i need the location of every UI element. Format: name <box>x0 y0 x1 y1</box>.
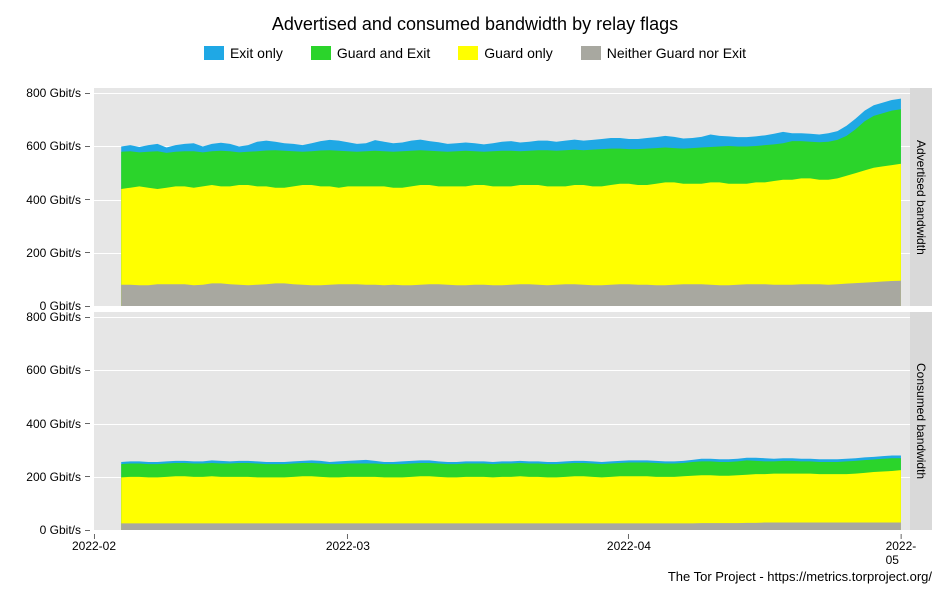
tick-mark <box>85 146 90 147</box>
legend-item: Guard and Exit <box>311 45 430 61</box>
legend: Exit only Guard and Exit Guard only Neither… <box>0 45 950 75</box>
legend-label: Guard and Exit <box>337 45 430 61</box>
y-tick-label: 600 Gbit/s <box>26 363 81 377</box>
y-tick-label: 400 Gbit/s <box>26 417 81 431</box>
facet-strip: Consumed bandwidth <box>910 312 932 530</box>
tick-mark <box>85 476 90 477</box>
tick-mark <box>85 370 90 371</box>
facet-strip: Advertised bandwidth <box>910 88 932 306</box>
y-axis: 0 Gbit/s200 Gbit/s400 Gbit/s600 Gbit/s80… <box>10 312 90 530</box>
legend-swatch <box>458 46 478 60</box>
y-tick-label: 400 Gbit/s <box>26 193 81 207</box>
tick-mark <box>85 423 90 424</box>
tick-mark <box>85 199 90 200</box>
tick-mark <box>85 317 90 318</box>
x-tick-label: 2022-02 <box>72 539 116 553</box>
legend-label: Neither Guard nor Exit <box>607 45 746 61</box>
y-tick-label: 200 Gbit/s <box>26 470 81 484</box>
y-tick-label: 600 Gbit/s <box>26 139 81 153</box>
gridline <box>94 530 910 531</box>
x-tick-label: 2022-03 <box>326 539 370 553</box>
panel: 0 Gbit/s200 Gbit/s400 Gbit/s600 Gbit/s80… <box>94 88 910 306</box>
panels-container: 0 Gbit/s200 Gbit/s400 Gbit/s600 Gbit/s80… <box>94 88 910 530</box>
series-area-neither <box>121 523 901 530</box>
y-tick-label: 800 Gbit/s <box>26 86 81 100</box>
legend-label: Guard only <box>484 45 552 61</box>
y-tick-label: 800 Gbit/s <box>26 310 81 324</box>
chart-title: Advertised and consumed bandwidth by rel… <box>0 0 950 45</box>
gridline <box>94 306 910 307</box>
tick-mark <box>85 530 90 531</box>
tick-mark <box>85 252 90 253</box>
area-chart <box>94 88 910 306</box>
area-chart <box>94 312 910 530</box>
y-tick-label: 200 Gbit/s <box>26 246 81 260</box>
tick-mark <box>85 306 90 307</box>
x-tick-label: 2022-05 <box>886 539 917 567</box>
attribution: The Tor Project - https://metrics.torpro… <box>668 569 932 584</box>
legend-label: Exit only <box>230 45 283 61</box>
series-area-guard_only <box>121 470 901 530</box>
legend-item: Neither Guard nor Exit <box>581 45 746 61</box>
legend-swatch <box>581 46 601 60</box>
legend-swatch <box>311 46 331 60</box>
x-axis: 2022-022022-032022-042022-05 <box>94 534 910 564</box>
tick-mark <box>85 93 90 94</box>
facet-label: Advertised bandwidth <box>914 140 928 255</box>
facet-label: Consumed bandwidth <box>914 363 928 479</box>
panel: 0 Gbit/s200 Gbit/s400 Gbit/s600 Gbit/s80… <box>94 312 910 530</box>
y-axis: 0 Gbit/s200 Gbit/s400 Gbit/s600 Gbit/s80… <box>10 88 90 306</box>
legend-swatch <box>204 46 224 60</box>
x-tick-label: 2022-04 <box>607 539 651 553</box>
legend-item: Exit only <box>204 45 283 61</box>
legend-item: Guard only <box>458 45 552 61</box>
